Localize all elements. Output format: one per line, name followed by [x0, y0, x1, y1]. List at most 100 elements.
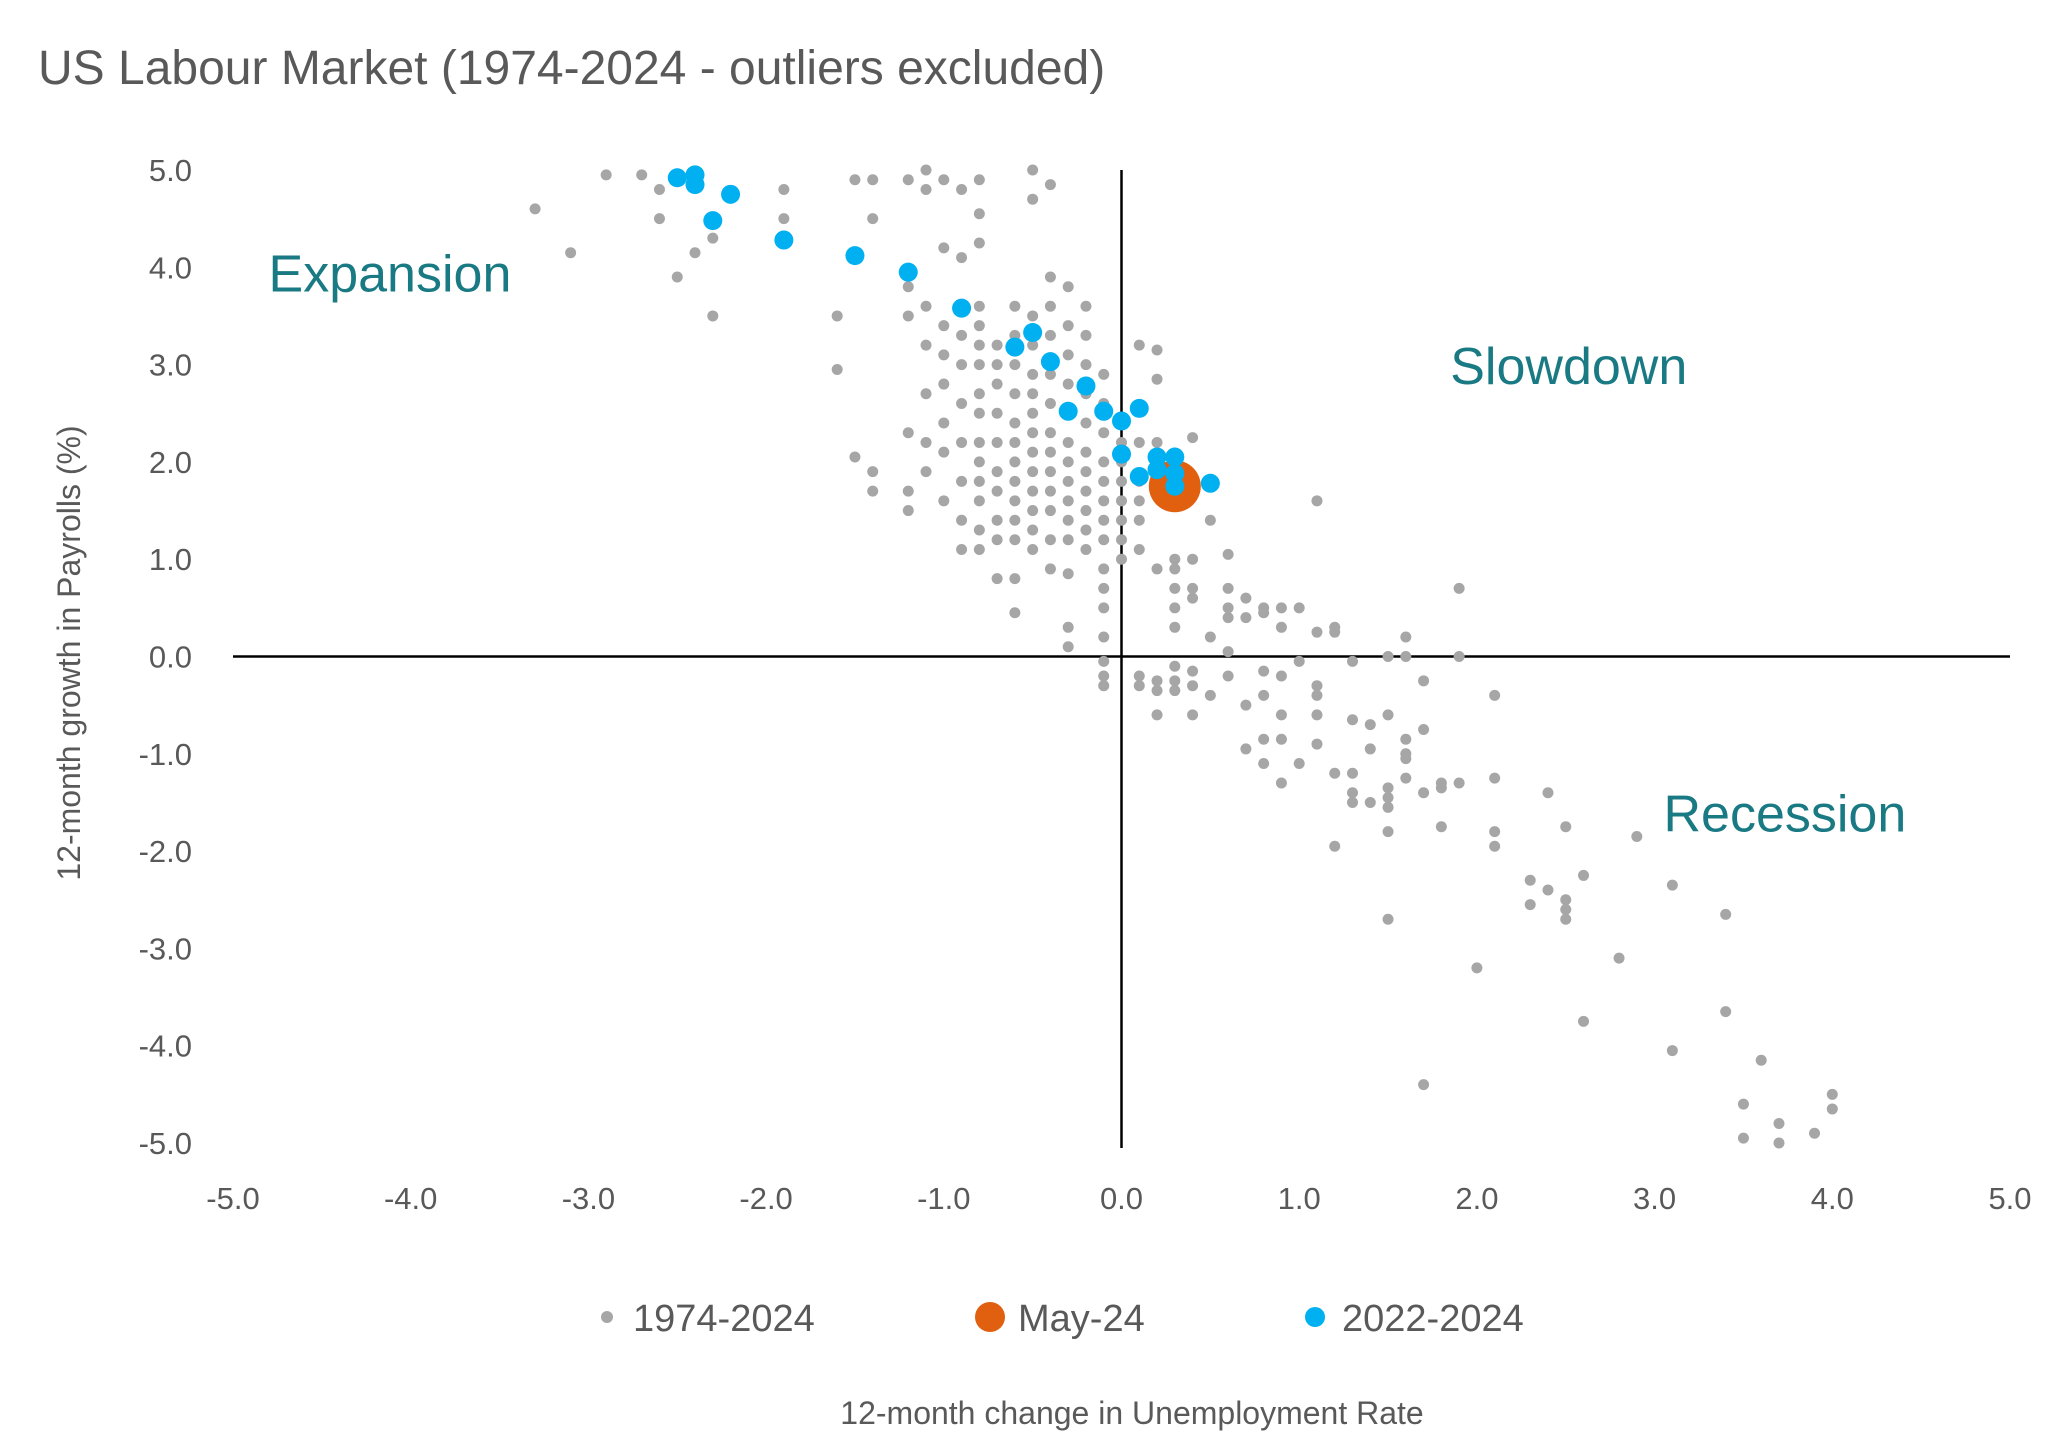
data-point	[1204, 514, 1216, 526]
data-point	[1080, 543, 1092, 555]
data-point	[721, 184, 741, 204]
data-point	[1275, 709, 1287, 721]
data-point	[1027, 485, 1039, 497]
data-point	[1382, 913, 1394, 925]
x-tick-label: 0.0	[1100, 1181, 1143, 1216]
data-point	[1080, 466, 1092, 478]
data-point	[973, 174, 985, 186]
data-point	[1165, 447, 1185, 467]
data-point	[1062, 456, 1074, 468]
data-point	[920, 300, 932, 312]
data-point	[1329, 767, 1341, 779]
data-point	[1062, 641, 1074, 653]
data-point	[1027, 543, 1039, 555]
data-point	[1080, 329, 1092, 341]
data-point	[1169, 621, 1181, 633]
legend-item: 1974-2024	[601, 1298, 815, 1340]
y-tick-label: 5.0	[149, 153, 192, 188]
y-tick-label: -2.0	[139, 834, 192, 869]
data-point	[938, 495, 950, 507]
data-point	[991, 534, 1003, 546]
x-tick-label: -2.0	[739, 1181, 792, 1216]
data-point	[1044, 271, 1056, 283]
data-point	[991, 436, 1003, 448]
data-point	[1080, 485, 1092, 497]
data-point	[1094, 401, 1114, 421]
data-point	[991, 514, 1003, 526]
data-point	[973, 388, 985, 400]
data-point	[973, 543, 985, 555]
data-point	[1027, 505, 1039, 517]
data-point	[1364, 796, 1376, 808]
data-point	[1098, 670, 1110, 682]
data-point	[956, 359, 968, 371]
data-point	[1116, 495, 1127, 507]
y-tick-label: 2.0	[149, 445, 192, 480]
data-point	[1400, 753, 1412, 765]
data-point	[952, 298, 972, 318]
data-point	[778, 213, 790, 225]
data-point	[1560, 913, 1572, 925]
data-point	[1258, 665, 1270, 677]
data-point	[973, 237, 985, 249]
data-point	[1382, 826, 1394, 838]
data-point	[1471, 962, 1483, 974]
data-point	[1329, 840, 1341, 852]
y-tick-label: 3.0	[149, 348, 192, 383]
data-point	[1755, 1054, 1767, 1066]
data-point	[1222, 646, 1234, 658]
data-point	[1165, 476, 1185, 496]
data-point	[1058, 401, 1078, 421]
data-point	[1311, 738, 1323, 750]
data-point	[1258, 689, 1270, 701]
data-point	[1222, 602, 1234, 614]
data-point	[1098, 631, 1110, 643]
data-point	[1062, 436, 1074, 448]
data-point	[1773, 1137, 1785, 1149]
data-point	[1258, 733, 1270, 745]
data-point	[1666, 879, 1678, 891]
data-point	[1116, 475, 1127, 487]
data-point	[1009, 359, 1021, 371]
data-point	[1187, 582, 1199, 594]
data-point	[671, 271, 683, 283]
data-point	[1027, 466, 1039, 478]
data-point	[938, 378, 950, 390]
data-point	[831, 310, 843, 322]
y-axis-title: 12-month growth in Payrolls (%)	[51, 425, 87, 880]
data-point	[1027, 310, 1039, 322]
data-point	[1418, 675, 1430, 687]
data-point	[902, 281, 914, 293]
data-point	[991, 378, 1003, 390]
data-point	[1147, 460, 1167, 480]
data-point	[1240, 743, 1252, 755]
data-point	[849, 174, 861, 186]
data-point	[1826, 1088, 1838, 1100]
data-point	[1222, 548, 1234, 560]
data-point	[920, 183, 932, 195]
data-point	[1542, 787, 1554, 799]
data-point	[1098, 563, 1110, 575]
data-point	[1382, 801, 1394, 813]
data-point	[1098, 427, 1110, 439]
data-point	[1098, 495, 1110, 507]
data-point	[1382, 792, 1394, 804]
data-point	[1044, 368, 1056, 380]
data-point	[1453, 777, 1465, 789]
data-point	[1222, 582, 1234, 594]
data-point	[1311, 495, 1323, 507]
data-point	[1169, 602, 1181, 614]
data-point	[1098, 602, 1110, 614]
data-point	[1773, 1118, 1785, 1130]
data-point	[1187, 592, 1199, 604]
data-point	[1027, 407, 1039, 419]
data-point	[1489, 689, 1501, 701]
data-point	[1027, 388, 1039, 400]
data-point	[685, 175, 705, 195]
data-point	[920, 466, 932, 478]
data-point	[1329, 626, 1341, 638]
data-point	[1027, 339, 1039, 351]
data-point	[845, 246, 865, 266]
data-point	[1222, 612, 1234, 624]
